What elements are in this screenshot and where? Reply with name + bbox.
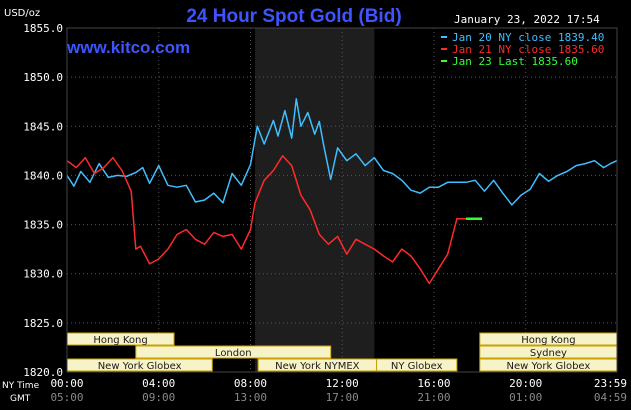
x-tick-label-gmt: 21:00 xyxy=(417,391,450,404)
session-label: Sydney xyxy=(530,348,567,359)
legend-swatch-jan21 xyxy=(441,48,447,50)
series-line-jan20 xyxy=(66,98,618,206)
legend-swatch-jan23 xyxy=(441,60,447,62)
x-tick-label-ny: 16:00 xyxy=(417,377,450,390)
session-label: London xyxy=(215,348,252,359)
y-tick-label: 1845.0 xyxy=(23,120,63,133)
x-tick-label-gmt: 17:00 xyxy=(326,391,359,404)
plot-frame xyxy=(66,27,618,373)
series-line-jan21 xyxy=(66,155,466,285)
legend-item-jan21: Jan 21 NY close 1835.60 xyxy=(452,43,604,56)
x-tick-label-ny: 20:00 xyxy=(509,377,542,390)
x-tick-label-gmt: 04:59 xyxy=(594,391,627,404)
gmt-axis-label: GMT xyxy=(10,394,31,404)
legend-swatch-jan20 xyxy=(441,36,447,38)
y-tick-label: 1830.0 xyxy=(23,268,63,281)
x-tick-label-gmt: 01:00 xyxy=(509,391,542,404)
legend: Jan 20 NY close 1839.40 Jan 21 NY close … xyxy=(441,31,604,68)
y-tick-label: 1855.0 xyxy=(23,22,63,35)
x-tick-label-ny: 12:00 xyxy=(326,377,359,390)
x-tick-label-ny: 08:00 xyxy=(234,377,267,390)
x-tick-label-ny: 23:59 xyxy=(594,377,627,390)
session-label: Hong Kong xyxy=(93,335,147,346)
y-tick-label: 1820.0 xyxy=(23,366,63,379)
x-tick-label-gmt: 09:00 xyxy=(142,391,175,404)
chart-title: 24 Hour Spot Gold (Bid) xyxy=(186,6,401,27)
x-tick-label-ny: 04:00 xyxy=(142,377,175,390)
x-tick-label-gmt: 13:00 xyxy=(234,391,267,404)
legend-item-jan20: Jan 20 NY close 1839.40 xyxy=(452,31,604,44)
y-tick-label: 1850.0 xyxy=(23,71,63,84)
ny-time-axis-label: NY Time xyxy=(2,381,40,391)
x-tick-label-ny: 00:00 xyxy=(50,377,83,390)
y-unit-label: USD/oz xyxy=(4,8,40,19)
session-box xyxy=(135,345,332,359)
legend-item-jan23: Jan 23 Last 1835.60 xyxy=(452,55,578,68)
y-tick-label: 1825.0 xyxy=(23,317,63,330)
x-tick-label-gmt: 05:00 xyxy=(50,391,83,404)
chart-date: January 23, 2022 17:54 xyxy=(454,13,600,26)
session-label: New York Globex xyxy=(98,361,182,372)
session-label: Hong Kong xyxy=(521,335,575,346)
y-tick-label: 1835.0 xyxy=(23,219,63,232)
session-label: New York NYMEX xyxy=(275,361,360,372)
session-label: New York Globex xyxy=(506,361,590,372)
session-box xyxy=(376,358,458,372)
website-label: www.kitco.com xyxy=(66,38,190,57)
session-label: NY Globex xyxy=(391,361,443,372)
y-tick-label: 1840.0 xyxy=(23,169,63,182)
nymex-shaded-region xyxy=(255,28,375,372)
